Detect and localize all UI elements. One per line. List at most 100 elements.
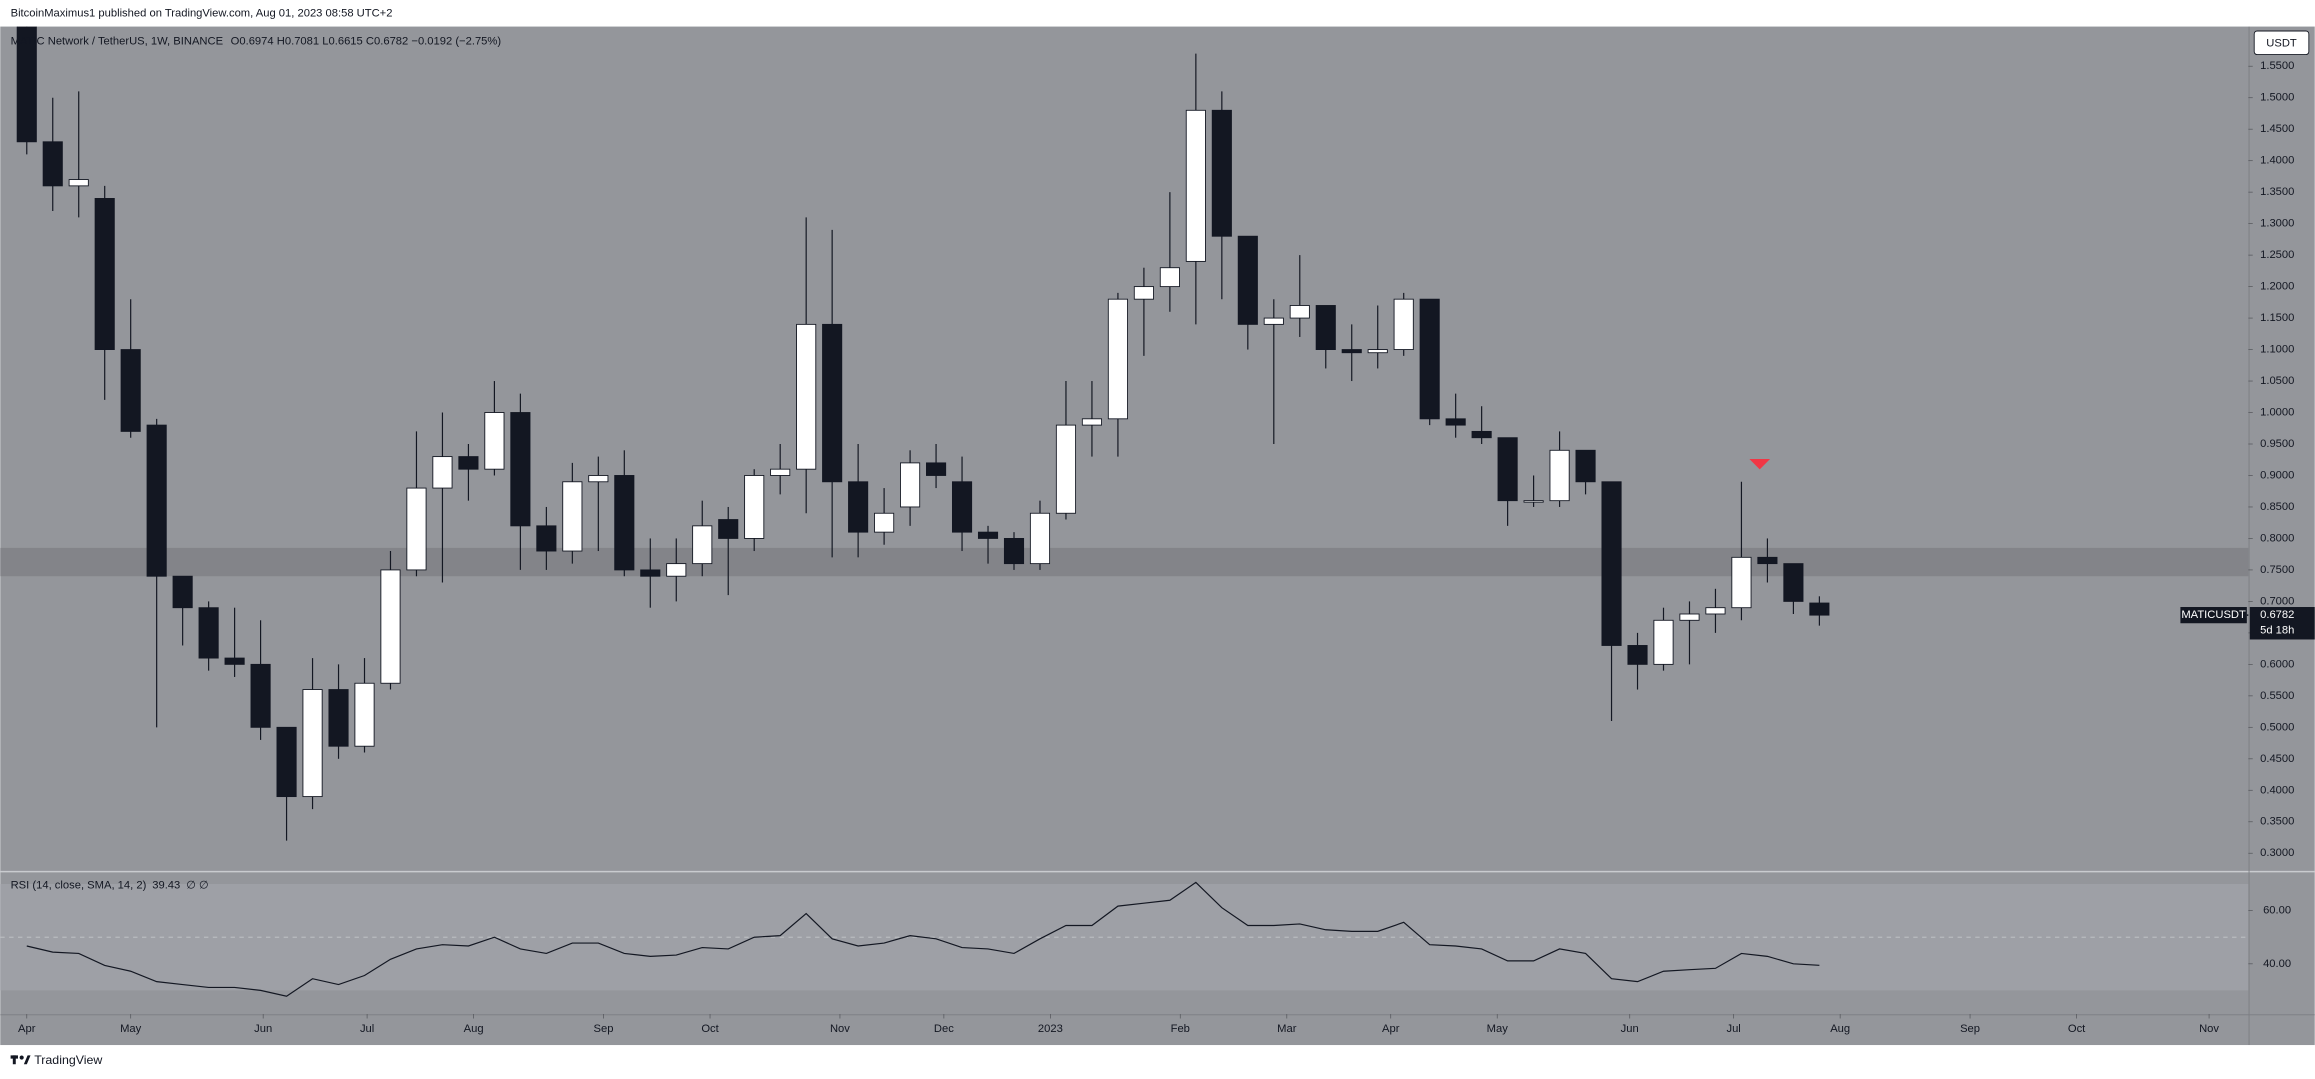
candle-body — [1809, 602, 1830, 616]
y-tick-label: 0.7500 — [2260, 564, 2294, 576]
candle-body — [224, 657, 245, 665]
candles — [16, 26, 1830, 841]
candles-layer — [16, 26, 1830, 841]
x-tick-label: May — [120, 1023, 142, 1035]
change: −0.0192 (−2.75%) — [411, 35, 501, 47]
candle-body — [1653, 619, 1674, 665]
x-tick-label: Mar — [1277, 1023, 1297, 1035]
candle-body — [68, 179, 89, 187]
candle-body — [666, 563, 687, 577]
x-tick-label: Apr — [1382, 1023, 1400, 1035]
y-tick-label: 1.5500 — [2260, 60, 2294, 72]
y-tick-label: 0.4500 — [2260, 753, 2294, 765]
y-tick-label: 0.3000 — [2260, 847, 2294, 859]
x-tick-label: Nov — [2199, 1023, 2219, 1035]
candle-body — [1315, 305, 1336, 351]
symbol: MATIC Network / TetherUS, 1W, BINANCE — [11, 35, 224, 47]
signal-marker — [1749, 459, 1771, 470]
chart-background — [0, 26, 2315, 1046]
rsi-extra: ∅ ∅ — [186, 880, 209, 892]
candle-body — [276, 726, 297, 798]
candle-body — [848, 481, 869, 533]
ohlc-label: L — [322, 35, 328, 47]
y-tick-label: 40.00 — [2263, 958, 2291, 970]
zone-layer — [0, 547, 2249, 577]
candle-body — [146, 424, 167, 577]
ohlc-value: 0.6782 — [374, 35, 408, 47]
footer-brand: TradingView — [34, 1053, 102, 1067]
x-tick-label: Apr — [18, 1023, 36, 1035]
candle-body — [822, 323, 843, 483]
currency-label: USDT — [2266, 38, 2297, 50]
candle-body — [1601, 481, 1622, 646]
y-tick-label: 1.5000 — [2260, 92, 2294, 104]
candle-body — [1133, 286, 1154, 300]
candle-body — [562, 481, 583, 552]
candle-body — [16, 26, 37, 143]
y-tick-label: 60.00 — [2263, 905, 2291, 917]
rsi-title: RSI (14, close, SMA, 14, 2) — [11, 880, 147, 892]
candle-body — [1289, 305, 1310, 319]
candle-body — [614, 475, 635, 571]
candle-body — [1471, 430, 1492, 439]
ohlc-label: H — [277, 35, 285, 47]
candle-body — [692, 525, 713, 565]
y-tick-label: 0.5500 — [2260, 690, 2294, 702]
y-tick-label: 1.1000 — [2260, 344, 2294, 356]
x-tick-label: Jun — [1621, 1023, 1639, 1035]
price-tag — [2249, 607, 2315, 640]
countdown-label: 5d 18h — [2260, 625, 2294, 637]
candle-body — [1679, 613, 1700, 621]
logo-part — [23, 1055, 31, 1065]
candle-body — [250, 663, 271, 728]
x-tick-label: Dec — [934, 1023, 954, 1035]
y-tick-label: 1.3000 — [2260, 218, 2294, 230]
y-tick-label: 1.1500 — [2260, 312, 2294, 324]
ohlc-value: 0.7081 — [285, 35, 319, 47]
candle-body — [1705, 607, 1726, 615]
candle-body — [1055, 424, 1077, 514]
published-note: BitcoinMaximus1 published on TradingView… — [11, 7, 393, 19]
candle-body — [354, 682, 375, 747]
x-tick-label: Jul — [360, 1023, 374, 1035]
candle-body — [1757, 556, 1778, 565]
candle-body — [926, 462, 947, 476]
candle-body — [1549, 449, 1570, 502]
price-tag-label: 0.6782 — [2260, 609, 2294, 621]
y-tick-label: 0.9500 — [2260, 438, 2294, 450]
x-tick-label: 2023 — [1038, 1023, 1063, 1035]
candle-body — [510, 412, 531, 527]
candle-body — [94, 198, 115, 351]
x-tick-label: Oct — [701, 1023, 719, 1035]
y-tick-label: 0.8000 — [2260, 532, 2294, 544]
x-tick-label: Nov — [830, 1023, 850, 1035]
y-tick-label: 0.9000 — [2260, 469, 2294, 481]
candle-body — [900, 462, 921, 508]
candle-body — [770, 468, 791, 476]
candle-body — [1185, 109, 1206, 262]
candle-body — [1445, 418, 1466, 426]
y-tick-label: 1.4500 — [2260, 123, 2294, 135]
candle-body — [1159, 267, 1180, 288]
y-tick-label: 1.2500 — [2260, 249, 2294, 261]
candle-body — [458, 456, 479, 470]
candle-body — [640, 569, 661, 577]
y-tick-label: 1.2000 — [2260, 281, 2294, 293]
y-tick-label: 1.3500 — [2260, 186, 2294, 198]
candle-body — [172, 575, 193, 609]
x-tick-label: Jun — [254, 1023, 272, 1035]
y-tick-label: 1.0000 — [2260, 406, 2294, 418]
candle-body — [198, 607, 219, 659]
candle-body — [42, 141, 63, 187]
resistance-zone — [0, 547, 2249, 577]
x-tick-label: Aug — [464, 1023, 484, 1035]
ohlc-value: 0.6615 — [329, 35, 363, 47]
candle-body — [1523, 500, 1544, 503]
logo-part — [19, 1055, 24, 1060]
candle-body — [484, 412, 505, 470]
candle-body — [1107, 298, 1128, 420]
y-tick-label: 1.4000 — [2260, 155, 2294, 167]
candle-body — [1783, 563, 1804, 602]
